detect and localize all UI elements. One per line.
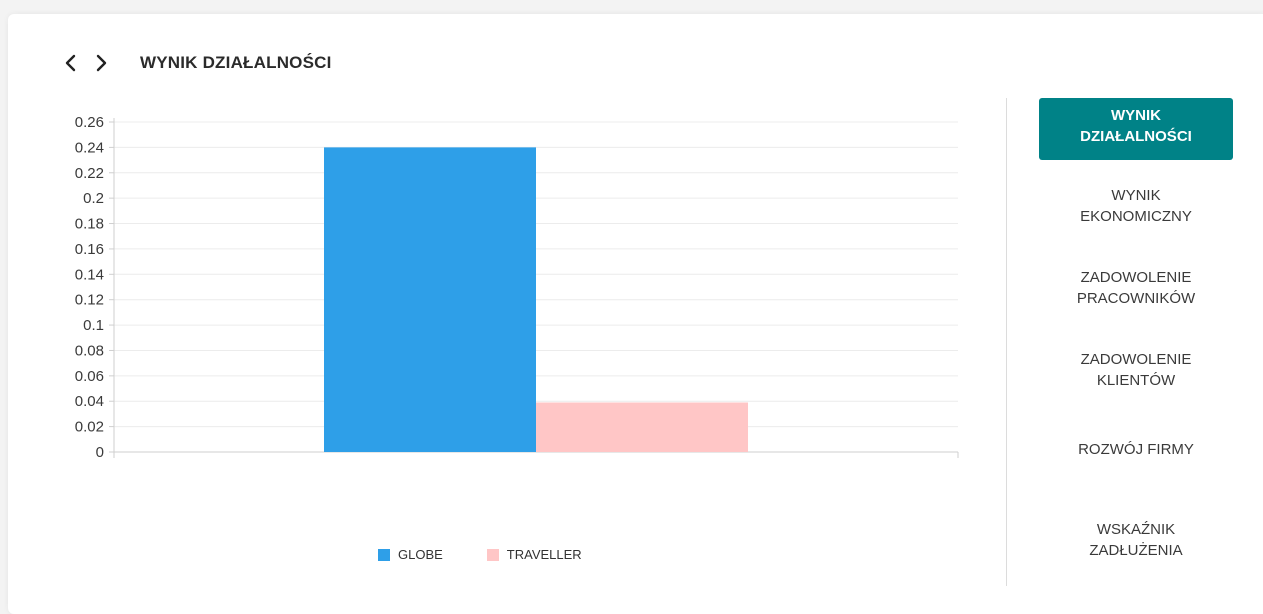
legend-label: TRAVELLER [506, 547, 582, 562]
y-tick-label: 0.18 [75, 216, 104, 233]
y-tick-label: 0.22 [75, 165, 104, 182]
nav-arrows [60, 52, 112, 74]
sidebar-item-zadowolenie-pracownikow[interactable]: ZADOWOLENIE PRACOWNIKÓW [1076, 269, 1196, 307]
chevron-left-icon[interactable] [60, 52, 80, 74]
y-tick-label: 0.04 [75, 393, 104, 410]
y-tick-label: 0.24 [75, 139, 104, 156]
page-title: WYNIK DZIAŁALNOŚCI [140, 53, 332, 72]
y-tick-label: 0.2 [83, 190, 104, 207]
y-tick-label: 0.16 [75, 241, 104, 258]
main-card: WYNIK DZIAŁALNOŚCI 0 0.02 0.04 0.06 0.08 0.1 0… [8, 14, 1263, 614]
chevron-right-icon[interactable] [92, 52, 112, 74]
sidebar-item-wskaznik-zadluzenia[interactable]: WSKAŹNIK ZADŁUŻENIA [1089, 521, 1183, 559]
sidebar-item-wynik-dzialalnosci[interactable]: WYNIK DZIAŁALNOŚCI [1039, 98, 1233, 160]
legend-swatch [486, 548, 499, 561]
y-tick-label: 0.08 [75, 342, 104, 359]
y-tick-label: 0.02 [75, 419, 104, 436]
sidebar-divider [1006, 98, 1007, 586]
y-tick-label: 0.06 [75, 368, 104, 385]
legend-item-globe[interactable]: GLOBE [378, 547, 443, 562]
sidebar-item-rozwoj-firmy[interactable]: ROZWÓJ FIRMY [1078, 441, 1194, 458]
bar-globe [324, 147, 536, 452]
y-tick-label: 0.26 [75, 114, 104, 131]
y-tick-label: 0 [96, 444, 104, 461]
bar-chart: 0 0.02 0.04 0.06 0.08 0.1 0.12 0.14 0.16 0.18 0.2 0… [75, 114, 959, 461]
y-tick-label: 0.14 [75, 266, 104, 283]
legend-label: GLOBE [398, 547, 443, 562]
sidebar-item-zadowolenie-klientow[interactable]: ZADOWOLENIE KLIENTÓW [1080, 351, 1192, 389]
y-tick-label: 0.1 [83, 317, 104, 334]
legend-item-traveller[interactable]: TRAVELLER [486, 547, 582, 562]
chart-legend: GLOBE TRAVELLER [378, 547, 626, 562]
sidebar-item-wynik-ekonomiczny[interactable]: WYNIK EKONOMICZNY [1080, 187, 1192, 225]
bar-traveller [536, 402, 748, 452]
legend-swatch [378, 548, 390, 561]
y-tick-label: 0.12 [75, 292, 104, 309]
